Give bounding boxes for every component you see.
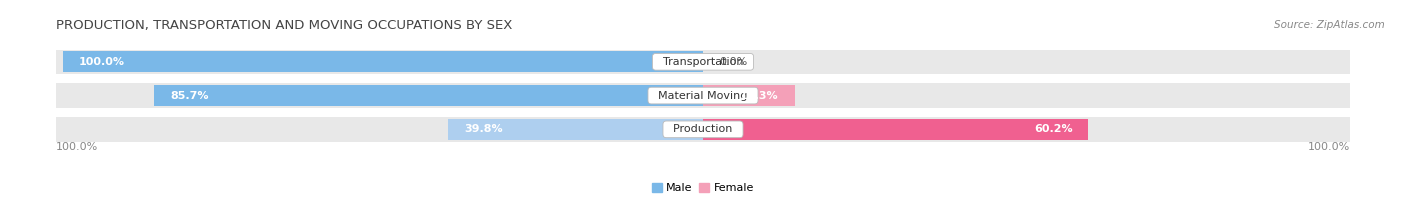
Text: 0.0%: 0.0% <box>718 57 747 67</box>
Bar <box>63 51 703 72</box>
Text: 100.0%: 100.0% <box>56 142 98 152</box>
Text: 39.8%: 39.8% <box>464 124 503 134</box>
Legend: Male, Female: Male, Female <box>647 178 759 197</box>
Bar <box>56 117 1350 141</box>
Text: 60.2%: 60.2% <box>1033 124 1073 134</box>
Bar <box>56 50 1350 74</box>
Text: Material Moving: Material Moving <box>651 91 755 101</box>
Bar <box>703 85 794 106</box>
Text: 100.0%: 100.0% <box>79 57 125 67</box>
Text: Source: ZipAtlas.com: Source: ZipAtlas.com <box>1274 20 1385 30</box>
Text: 14.3%: 14.3% <box>740 91 779 101</box>
Text: Production: Production <box>666 124 740 134</box>
Text: Transportation: Transportation <box>655 57 751 67</box>
Text: 100.0%: 100.0% <box>1308 142 1350 152</box>
Bar <box>155 85 703 106</box>
Bar <box>449 119 703 140</box>
Bar <box>56 83 1350 108</box>
Text: PRODUCTION, TRANSPORTATION AND MOVING OCCUPATIONS BY SEX: PRODUCTION, TRANSPORTATION AND MOVING OC… <box>56 19 513 32</box>
Bar <box>703 119 1088 140</box>
Text: 85.7%: 85.7% <box>170 91 208 101</box>
